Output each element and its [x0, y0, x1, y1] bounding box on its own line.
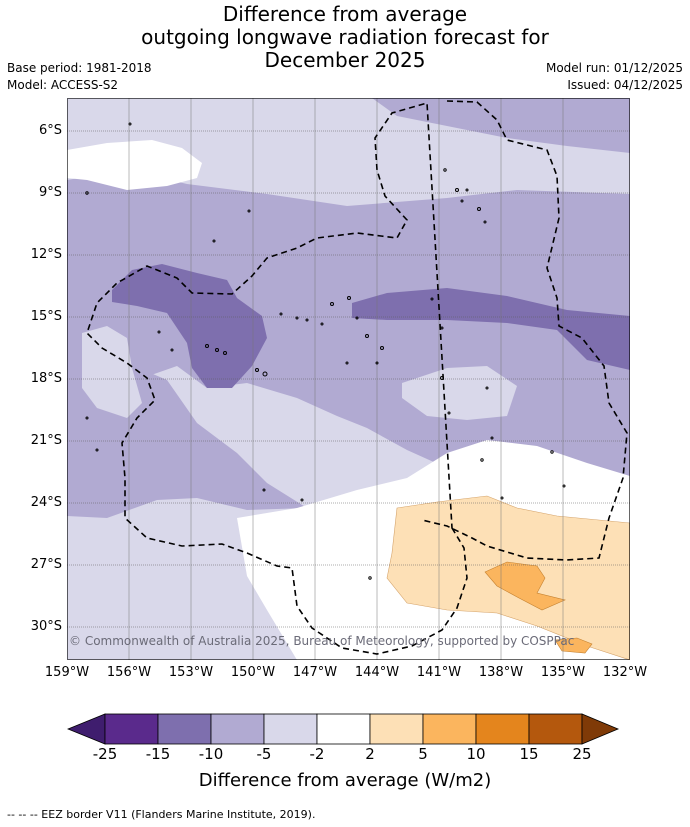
eez-border	[86, 100, 628, 655]
map-copyright: © Commonwealth of Australia 2025, Bureau…	[69, 634, 575, 648]
title-line-2: outgoing longwave radiation forecast for	[141, 25, 549, 49]
colorbar-tick-label: -15	[145, 745, 171, 763]
colorbar-tick-label: -25	[92, 745, 118, 763]
colorbar-segment	[316, 713, 371, 745]
lat-label-9s: 9°S	[38, 185, 62, 200]
anomaly-white-north	[67, 140, 202, 190]
lat-label-15s: 15°S	[30, 309, 62, 324]
lat-label-24s: 24°S	[30, 495, 62, 510]
anomaly-orange-small	[554, 637, 593, 654]
lat-label-12s: 12°S	[30, 247, 62, 262]
forecast-map	[67, 98, 630, 660]
colorbar-segment	[369, 713, 424, 745]
title-line-1: Difference from average	[222, 2, 468, 26]
anomaly-dark-east	[352, 288, 630, 370]
colorbar-tick-label: -10	[198, 745, 224, 763]
colorbar-segment	[263, 713, 318, 745]
colorbar-extend-high	[581, 713, 620, 745]
lon-label-135w: 135°W	[540, 665, 586, 680]
colorbar-extend-low	[67, 713, 106, 745]
colorbar-tick-label: 25	[572, 745, 592, 763]
colorbar-tick-label: 2	[365, 745, 375, 763]
colorbar-segment	[422, 713, 477, 745]
title-line-3: December 2025	[264, 48, 426, 72]
longitude-gridlines	[128, 98, 564, 660]
anomaly-orange-patch	[484, 561, 566, 611]
anomaly-light-pocket-1	[82, 326, 142, 418]
anomaly-light-pocket-2	[402, 366, 517, 420]
colorbar-segment	[475, 713, 530, 745]
colorbar-tick-label: 5	[418, 745, 428, 763]
model-name: Model: ACCESS-S2	[7, 78, 119, 92]
lon-label-138w: 138°W	[478, 665, 524, 680]
lat-label-30s: 30°S	[30, 619, 62, 634]
colorbar-segment	[104, 713, 159, 745]
colorbar-tick-label: -5	[256, 745, 272, 763]
lon-label-159w: 159°W	[44, 665, 90, 680]
colorbar-title: Difference from average (W/m2)	[198, 770, 492, 791]
colorbar-tick-label: -2	[309, 745, 325, 763]
map-svg	[67, 98, 630, 660]
colorbar-segment	[528, 713, 583, 745]
lat-label-21s: 21°S	[30, 433, 62, 448]
base-period: Base period: 1981-2018	[7, 61, 152, 75]
model-run: Model run: 01/12/2025	[545, 61, 683, 75]
lon-label-141w: 141°W	[416, 665, 462, 680]
colorbar-segment	[157, 713, 212, 745]
map-frame	[67, 98, 630, 660]
issued-date: Issued: 04/12/2025	[567, 78, 683, 92]
lat-label-18s: 18°S	[30, 371, 62, 386]
lat-label-6s: 6°S	[38, 123, 62, 138]
lon-label-147w: 147°W	[292, 665, 338, 680]
lat-label-27s: 27°S	[30, 557, 62, 572]
lon-label-132w: 132°W	[602, 665, 648, 680]
anomaly-dark-west	[112, 264, 267, 388]
colorbar-tick-label: 15	[519, 745, 539, 763]
lon-label-150w: 150°W	[230, 665, 276, 680]
lon-label-144w: 144°W	[354, 665, 400, 680]
eez-footnote: -- -- -- EEZ border V11 (Flanders Marine…	[7, 808, 316, 821]
lon-label-156w: 156°W	[106, 665, 152, 680]
lon-label-153w: 153°W	[168, 665, 214, 680]
colorbar-tick-label: 10	[466, 745, 486, 763]
colorbar	[67, 713, 620, 745]
colorbar-segment	[210, 713, 265, 745]
island-outlines	[85, 122, 566, 580]
